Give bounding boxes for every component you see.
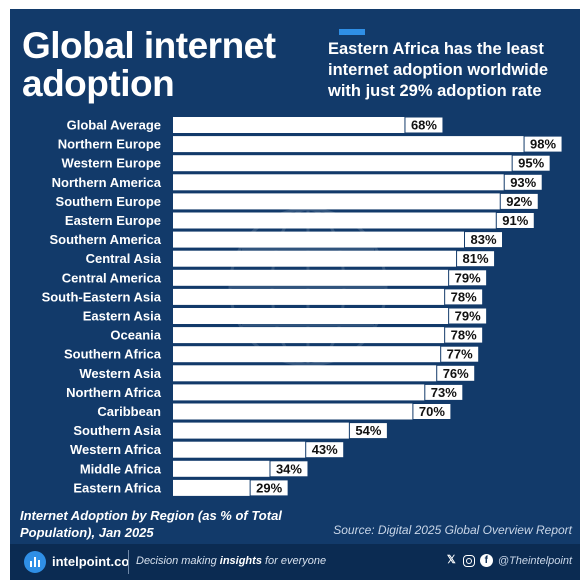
value-label-box	[511, 154, 551, 172]
value-label-box	[444, 326, 484, 344]
value-label: 93%	[510, 175, 536, 190]
social-handle[interactable]: @Theintelpoint	[497, 554, 572, 567]
bar-northern-africa	[173, 384, 463, 401]
value-label: 78%	[451, 289, 477, 304]
value-label: 34%	[276, 461, 302, 476]
category-label: Eastern Africa	[73, 480, 161, 495]
value-label-box	[348, 422, 388, 440]
value-label: 43%	[312, 442, 338, 457]
bar-western-africa	[173, 441, 344, 458]
category-label: Southern Asia	[73, 423, 161, 438]
value-label: 29%	[256, 480, 282, 495]
x-icon[interactable]: 𝕏	[446, 554, 456, 566]
category-label: Middle Africa	[80, 461, 162, 476]
bar-southern-africa	[173, 346, 479, 363]
instagram-icon[interactable]	[462, 554, 475, 567]
category-label: Western Europe	[62, 156, 161, 171]
value-label: 83%	[470, 232, 496, 247]
value-label-box	[412, 403, 452, 420]
value-label: 70%	[419, 404, 445, 419]
bar-southern-america	[173, 231, 503, 248]
footer-divider	[128, 550, 129, 574]
headline: Eastern Africa has the least internet ad…	[328, 40, 548, 100]
bar-caribbean	[173, 403, 451, 420]
value-label: 98%	[530, 137, 556, 152]
category-label: Southern Europe	[56, 194, 161, 209]
category-label: Caribbean	[97, 404, 161, 419]
value-label-box	[424, 383, 464, 401]
value-label-box	[495, 212, 535, 229]
category-label: Central Asia	[86, 251, 162, 266]
bar-southern-asia	[173, 422, 388, 439]
value-label-box	[444, 288, 484, 306]
facebook-icon[interactable]: f	[479, 554, 493, 567]
value-label: 92%	[506, 194, 532, 209]
value-label-box	[269, 460, 309, 478]
category-label: Northern Europe	[58, 137, 161, 152]
value-label-box	[249, 479, 289, 497]
category-label: Global Average	[67, 118, 161, 133]
value-label-box	[456, 250, 496, 268]
footer: intelpoint.co Decision making insights f…	[10, 544, 580, 580]
category-label: Western Asia	[79, 366, 161, 381]
bar-south-eastern-asia	[173, 288, 483, 305]
category-label: Western Africa	[70, 442, 162, 457]
bar-northern-america	[173, 174, 543, 191]
intelpoint-logo-icon	[24, 551, 46, 573]
category-label: Southern America	[50, 232, 162, 247]
bar-eastern-asia	[173, 308, 487, 324]
bar-central-america	[173, 269, 487, 286]
bar-chart: Global Average 68% Northern Europe 98% Weste…	[42, 116, 563, 497]
category-label: Northern Africa	[66, 385, 162, 400]
value-label-box	[448, 269, 488, 287]
value-label-box	[464, 231, 504, 249]
value-label-box	[499, 192, 539, 210]
value-label-box	[404, 116, 444, 134]
value-label-box	[436, 364, 476, 382]
value-label: 79%	[455, 309, 481, 324]
page-title: Global internet adoption	[22, 25, 276, 104]
category-label: Northern America	[52, 175, 162, 190]
value-label: 76%	[443, 366, 469, 381]
value-label-box	[503, 173, 543, 191]
value-label-box	[448, 307, 488, 325]
bar-global-average	[173, 117, 443, 133]
category-label: Oceania	[110, 328, 161, 343]
bar-western-europe	[173, 155, 551, 172]
category-label: Central America	[62, 270, 162, 285]
bar-central-asia	[173, 250, 495, 267]
chart-caption: Internet Adoption by Region (as % of Tot…	[20, 508, 282, 540]
value-label: 79%	[455, 270, 481, 285]
value-label-box	[305, 441, 345, 459]
category-label: Southern Africa	[64, 347, 162, 362]
bar-northern-europe	[173, 136, 563, 153]
bar-oceania	[173, 327, 483, 344]
value-label-box	[440, 345, 480, 363]
value-label: 77%	[447, 347, 473, 362]
infographic-card: Global internet adoption Eastern Africa …	[10, 9, 580, 580]
category-label: South-Eastern Asia	[42, 289, 162, 304]
brand-name: intelpoint.co	[52, 554, 130, 569]
tagline: Decision making insights for everyone	[136, 555, 327, 567]
value-label: 54%	[355, 423, 381, 438]
category-label: Eastern Europe	[65, 213, 161, 228]
value-label: 73%	[431, 385, 457, 400]
value-label-box	[523, 135, 563, 153]
value-label: 78%	[451, 328, 477, 343]
social-links: 𝕏 f @Theintelpoint	[445, 554, 572, 567]
bar-western-asia	[173, 365, 475, 382]
category-label: Eastern Asia	[83, 309, 162, 324]
bar-eastern-europe	[173, 212, 535, 229]
bar-southern-europe	[173, 193, 539, 210]
value-label: 68%	[411, 118, 437, 133]
value-label: 95%	[518, 156, 544, 171]
value-label: 81%	[463, 251, 489, 266]
headline-accent-bar	[339, 29, 365, 35]
value-label: 91%	[502, 213, 528, 228]
source-note: Source: Digital 2025 Global Overview Rep…	[333, 523, 572, 537]
